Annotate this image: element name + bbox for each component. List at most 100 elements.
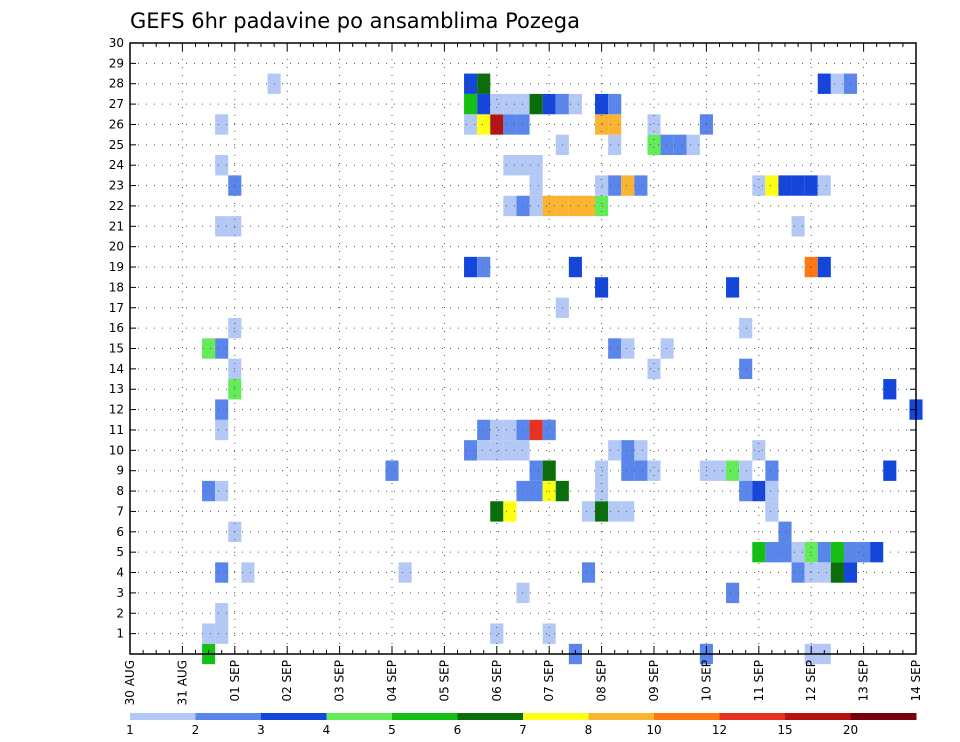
precip-cell	[595, 114, 609, 135]
precip-cell	[215, 155, 229, 176]
x-axis: 30 AUG 31 AUG 01 SEP 02 SEP 03 SEP 04 SEP 05 S…	[123, 43, 923, 705]
precip-cell	[791, 175, 805, 196]
y-tick-label: 24	[109, 158, 124, 172]
precip-cell	[778, 521, 792, 542]
precip-cell	[503, 195, 517, 217]
x-tick-label: 08 SEP	[595, 660, 609, 702]
y-tick-label: 11	[109, 423, 124, 437]
chart-title: GEFS 6hr padavine po ansamblima Pozega	[130, 9, 580, 33]
precip-cell	[752, 175, 766, 196]
precip-cell	[477, 73, 491, 94]
x-tick-label: 06 SEP	[490, 660, 504, 702]
colorbar-swatch	[326, 713, 393, 720]
x-tick-label: 05 SEP	[437, 660, 451, 702]
precip-cell	[595, 501, 609, 522]
precip-cell	[595, 93, 609, 115]
x-tick-label: 03 SEP	[333, 660, 347, 702]
y-tick-label: 5	[116, 545, 124, 559]
precip-cell	[490, 440, 504, 461]
y-tick-label: 23	[109, 179, 124, 193]
precip-cell	[608, 501, 622, 522]
x-tick-label: 31 AUG	[175, 660, 189, 705]
precip-cell	[830, 541, 844, 563]
precip-cell	[503, 501, 517, 522]
precip-cell	[529, 419, 543, 441]
precip-cell	[621, 175, 635, 196]
precip-cell	[621, 460, 635, 481]
precip-cell	[215, 216, 229, 237]
cells-layer	[202, 73, 923, 665]
precip-cell	[529, 195, 543, 217]
colorbar-label: 2	[192, 723, 200, 737]
precip-cell	[686, 134, 700, 156]
precip-cell	[765, 460, 779, 481]
colorbar-label: 12	[712, 723, 727, 737]
precip-cell	[503, 114, 517, 135]
precip-cell	[765, 175, 779, 196]
precip-cell	[529, 155, 543, 176]
colorbar-swatch	[588, 713, 655, 720]
precip-cell	[464, 256, 478, 278]
y-tick-label: 29	[109, 56, 124, 70]
precip-cell	[791, 216, 805, 237]
precip-cell	[477, 419, 491, 441]
precip-cell	[215, 419, 229, 441]
precip-cell	[647, 358, 661, 380]
precip-cell	[608, 114, 622, 135]
precip-cell	[215, 480, 229, 502]
precip-cell	[778, 175, 792, 196]
precip-cell	[765, 541, 779, 563]
colorbar-label: 5	[388, 723, 396, 737]
x-tick-label: 04 SEP	[385, 660, 399, 702]
precip-cell	[477, 256, 491, 278]
colorbar-label: 4	[323, 723, 331, 737]
precip-cell	[634, 440, 648, 461]
y-tick-label: 3	[116, 586, 124, 600]
y-tick-label: 26	[109, 117, 124, 131]
y-tick-label: 10	[109, 443, 124, 457]
precip-cell	[621, 440, 635, 461]
precip-cell	[477, 114, 491, 135]
y-tick-label: 28	[109, 77, 124, 91]
precip-cell	[542, 93, 556, 115]
precip-cell	[503, 440, 517, 461]
colorbar: 1 2 3 4 5 6 7 8 10 12 15 20	[126, 713, 917, 737]
precip-cell	[804, 562, 818, 583]
precip-cell	[215, 399, 229, 420]
precip-cell	[490, 114, 504, 135]
colorbar-swatch	[457, 713, 524, 720]
y-tick-label: 25	[109, 138, 124, 152]
precip-cell	[752, 440, 766, 461]
precip-cell	[215, 338, 229, 359]
precip-cell	[621, 338, 635, 359]
precip-cell	[542, 419, 556, 441]
y-tick-label: 19	[109, 260, 124, 274]
precip-cell	[529, 175, 543, 196]
precip-cell	[503, 93, 517, 115]
y-tick-label: 21	[109, 219, 124, 233]
precip-cell	[765, 501, 779, 522]
y-axis: 1234567891011121314151617181920212223242…	[109, 36, 916, 641]
precip-cell	[608, 93, 622, 115]
precip-cell	[739, 460, 753, 481]
precip-cell	[817, 562, 831, 583]
x-tick-label: 07 SEP	[542, 660, 556, 702]
precip-cell	[202, 480, 216, 502]
precip-cell	[608, 440, 622, 461]
precip-cell	[673, 134, 687, 156]
x-tick-label: 14 SEP	[909, 660, 923, 702]
precip-cell	[490, 623, 504, 644]
y-tick-label: 30	[109, 36, 124, 50]
y-tick-label: 4	[116, 566, 124, 580]
colorbar-swatch	[719, 713, 786, 720]
precip-cell	[595, 277, 609, 298]
colorbar-label: 1	[126, 723, 134, 737]
x-tick-label: 09 SEP	[647, 660, 661, 702]
precip-cell	[595, 175, 609, 196]
colorbar-swatch	[261, 713, 327, 720]
precip-cell	[726, 460, 740, 481]
precip-cell	[621, 501, 635, 522]
precip-cell	[647, 134, 661, 156]
precip-cell	[712, 460, 727, 481]
x-tick-label: 10 SEP	[699, 660, 713, 702]
